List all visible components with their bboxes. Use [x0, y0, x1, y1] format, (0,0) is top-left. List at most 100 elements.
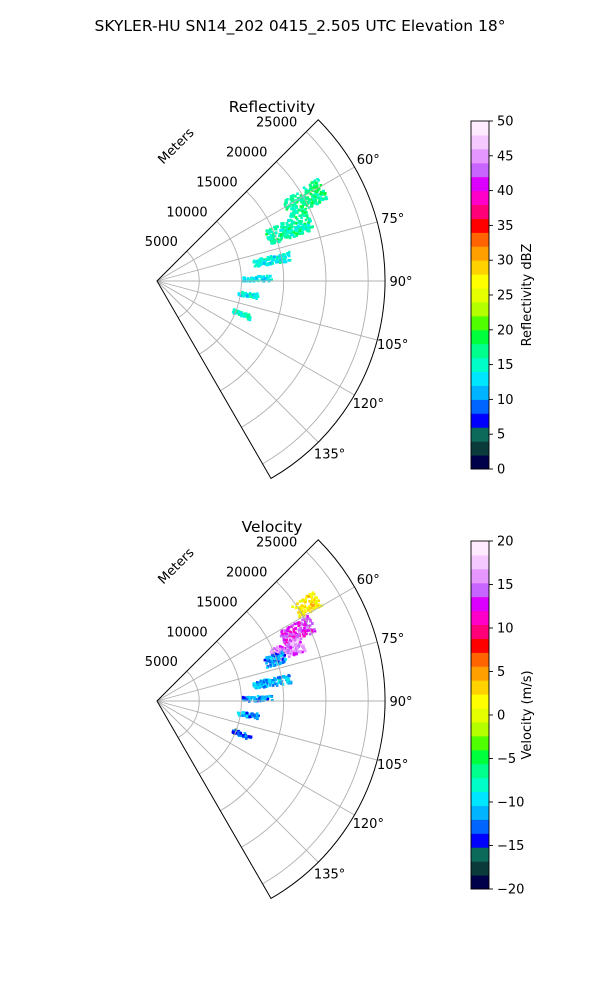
echo-cell — [269, 663, 272, 667]
echo-cell — [268, 694, 272, 698]
echo-cell — [265, 278, 268, 281]
echo-cell — [258, 262, 261, 266]
echo-cell — [279, 654, 283, 657]
echo-cell — [281, 224, 284, 227]
echo-cell — [324, 195, 328, 199]
echo-cell — [257, 714, 260, 717]
echo-cell — [242, 699, 246, 702]
echo-cell — [302, 611, 305, 615]
echo-cell — [237, 292, 241, 295]
echo-cell — [279, 634, 283, 638]
echo-cell — [292, 214, 296, 218]
echo-cell — [284, 201, 287, 205]
colorbar-bin — [471, 148, 489, 164]
echo-cell — [255, 276, 258, 280]
echo-cell — [271, 680, 274, 684]
echo-cell — [244, 699, 247, 702]
echo-cell — [282, 255, 286, 258]
echo-cell — [294, 626, 297, 630]
azimuth-tick-label: 60° — [357, 573, 380, 588]
echo-cell — [255, 292, 258, 296]
echo-cell — [258, 696, 261, 699]
echo-cell — [269, 261, 272, 265]
echo-cell — [292, 653, 296, 657]
range-ring — [198, 640, 242, 775]
echo-cell — [292, 638, 295, 642]
echo-cell — [300, 220, 304, 223]
echo-cell — [287, 254, 291, 258]
echo-cell — [282, 260, 286, 263]
echo-cell — [318, 200, 322, 203]
echo-cell — [293, 208, 296, 212]
echo-cell — [251, 294, 254, 297]
echo-cell — [300, 216, 303, 220]
colorbar-bin — [471, 288, 489, 303]
echo-cell — [283, 649, 287, 652]
echo-cell — [304, 218, 308, 222]
colorbar-bin — [471, 134, 489, 150]
echo-layer — [231, 591, 324, 740]
echo-cell — [267, 277, 270, 281]
echo-cell — [281, 230, 285, 234]
echo-cell — [270, 278, 273, 281]
echo-cell — [288, 636, 292, 640]
echo-cell — [289, 230, 293, 234]
echo-cell — [278, 678, 281, 681]
echo-cell — [298, 639, 302, 642]
colorbar-tick-label: 20 — [497, 323, 514, 338]
echo-cell — [283, 647, 287, 650]
azimuth-gridline — [156, 700, 319, 863]
echo-cell — [274, 239, 278, 243]
range-ring — [177, 670, 200, 738]
range-tick-label: 15000 — [196, 595, 237, 610]
echo-cell — [247, 735, 251, 738]
echo-cell — [258, 684, 261, 687]
echo-cell — [289, 652, 293, 656]
echo-cell — [270, 695, 273, 698]
echo-cell — [301, 607, 304, 610]
echo-cell — [277, 240, 281, 244]
echo-cell — [262, 681, 265, 684]
echo-cell — [289, 680, 293, 684]
echo-cell — [244, 734, 247, 737]
echo-cell — [271, 232, 275, 236]
echo-cell — [302, 186, 306, 189]
range-axis-label: Meters — [156, 545, 198, 587]
echo-cell — [282, 636, 285, 640]
azimuth-gridline — [156, 221, 378, 282]
echo-cell — [310, 630, 313, 633]
echo-cell — [287, 653, 291, 656]
echo-cell — [254, 686, 258, 690]
echo-cell — [307, 221, 311, 224]
echo-cell — [248, 293, 252, 296]
azimuth-gridline — [156, 280, 355, 396]
echo-cell — [291, 207, 295, 211]
echo-cell — [288, 655, 291, 658]
echo-cell — [265, 657, 269, 661]
azimuth-gridline — [156, 700, 355, 816]
echo-cell — [274, 652, 277, 656]
echo-cell — [272, 679, 275, 682]
echo-cell — [264, 259, 267, 263]
echo-cell — [261, 685, 265, 688]
colorbar-tick-label: 5 — [497, 665, 505, 680]
echo-cell — [271, 258, 275, 262]
echo-cell — [285, 635, 288, 638]
echo-cell — [249, 696, 253, 700]
echo-cell — [242, 714, 245, 717]
echo-cell — [299, 622, 303, 625]
colorbar-bin — [471, 399, 489, 414]
echo-cell — [286, 651, 289, 654]
echo-cell — [322, 189, 325, 193]
echo-cell — [252, 260, 256, 264]
echo-cell — [252, 713, 256, 716]
echo-cell — [290, 224, 294, 228]
echo-cell — [295, 636, 299, 639]
echo-cell — [287, 648, 290, 652]
echo-cell — [281, 225, 285, 229]
echo-cell — [256, 295, 259, 298]
echo-cell — [294, 221, 298, 225]
echo-cell — [276, 655, 280, 658]
echo-cell — [275, 654, 278, 658]
echo-cell — [307, 198, 311, 202]
